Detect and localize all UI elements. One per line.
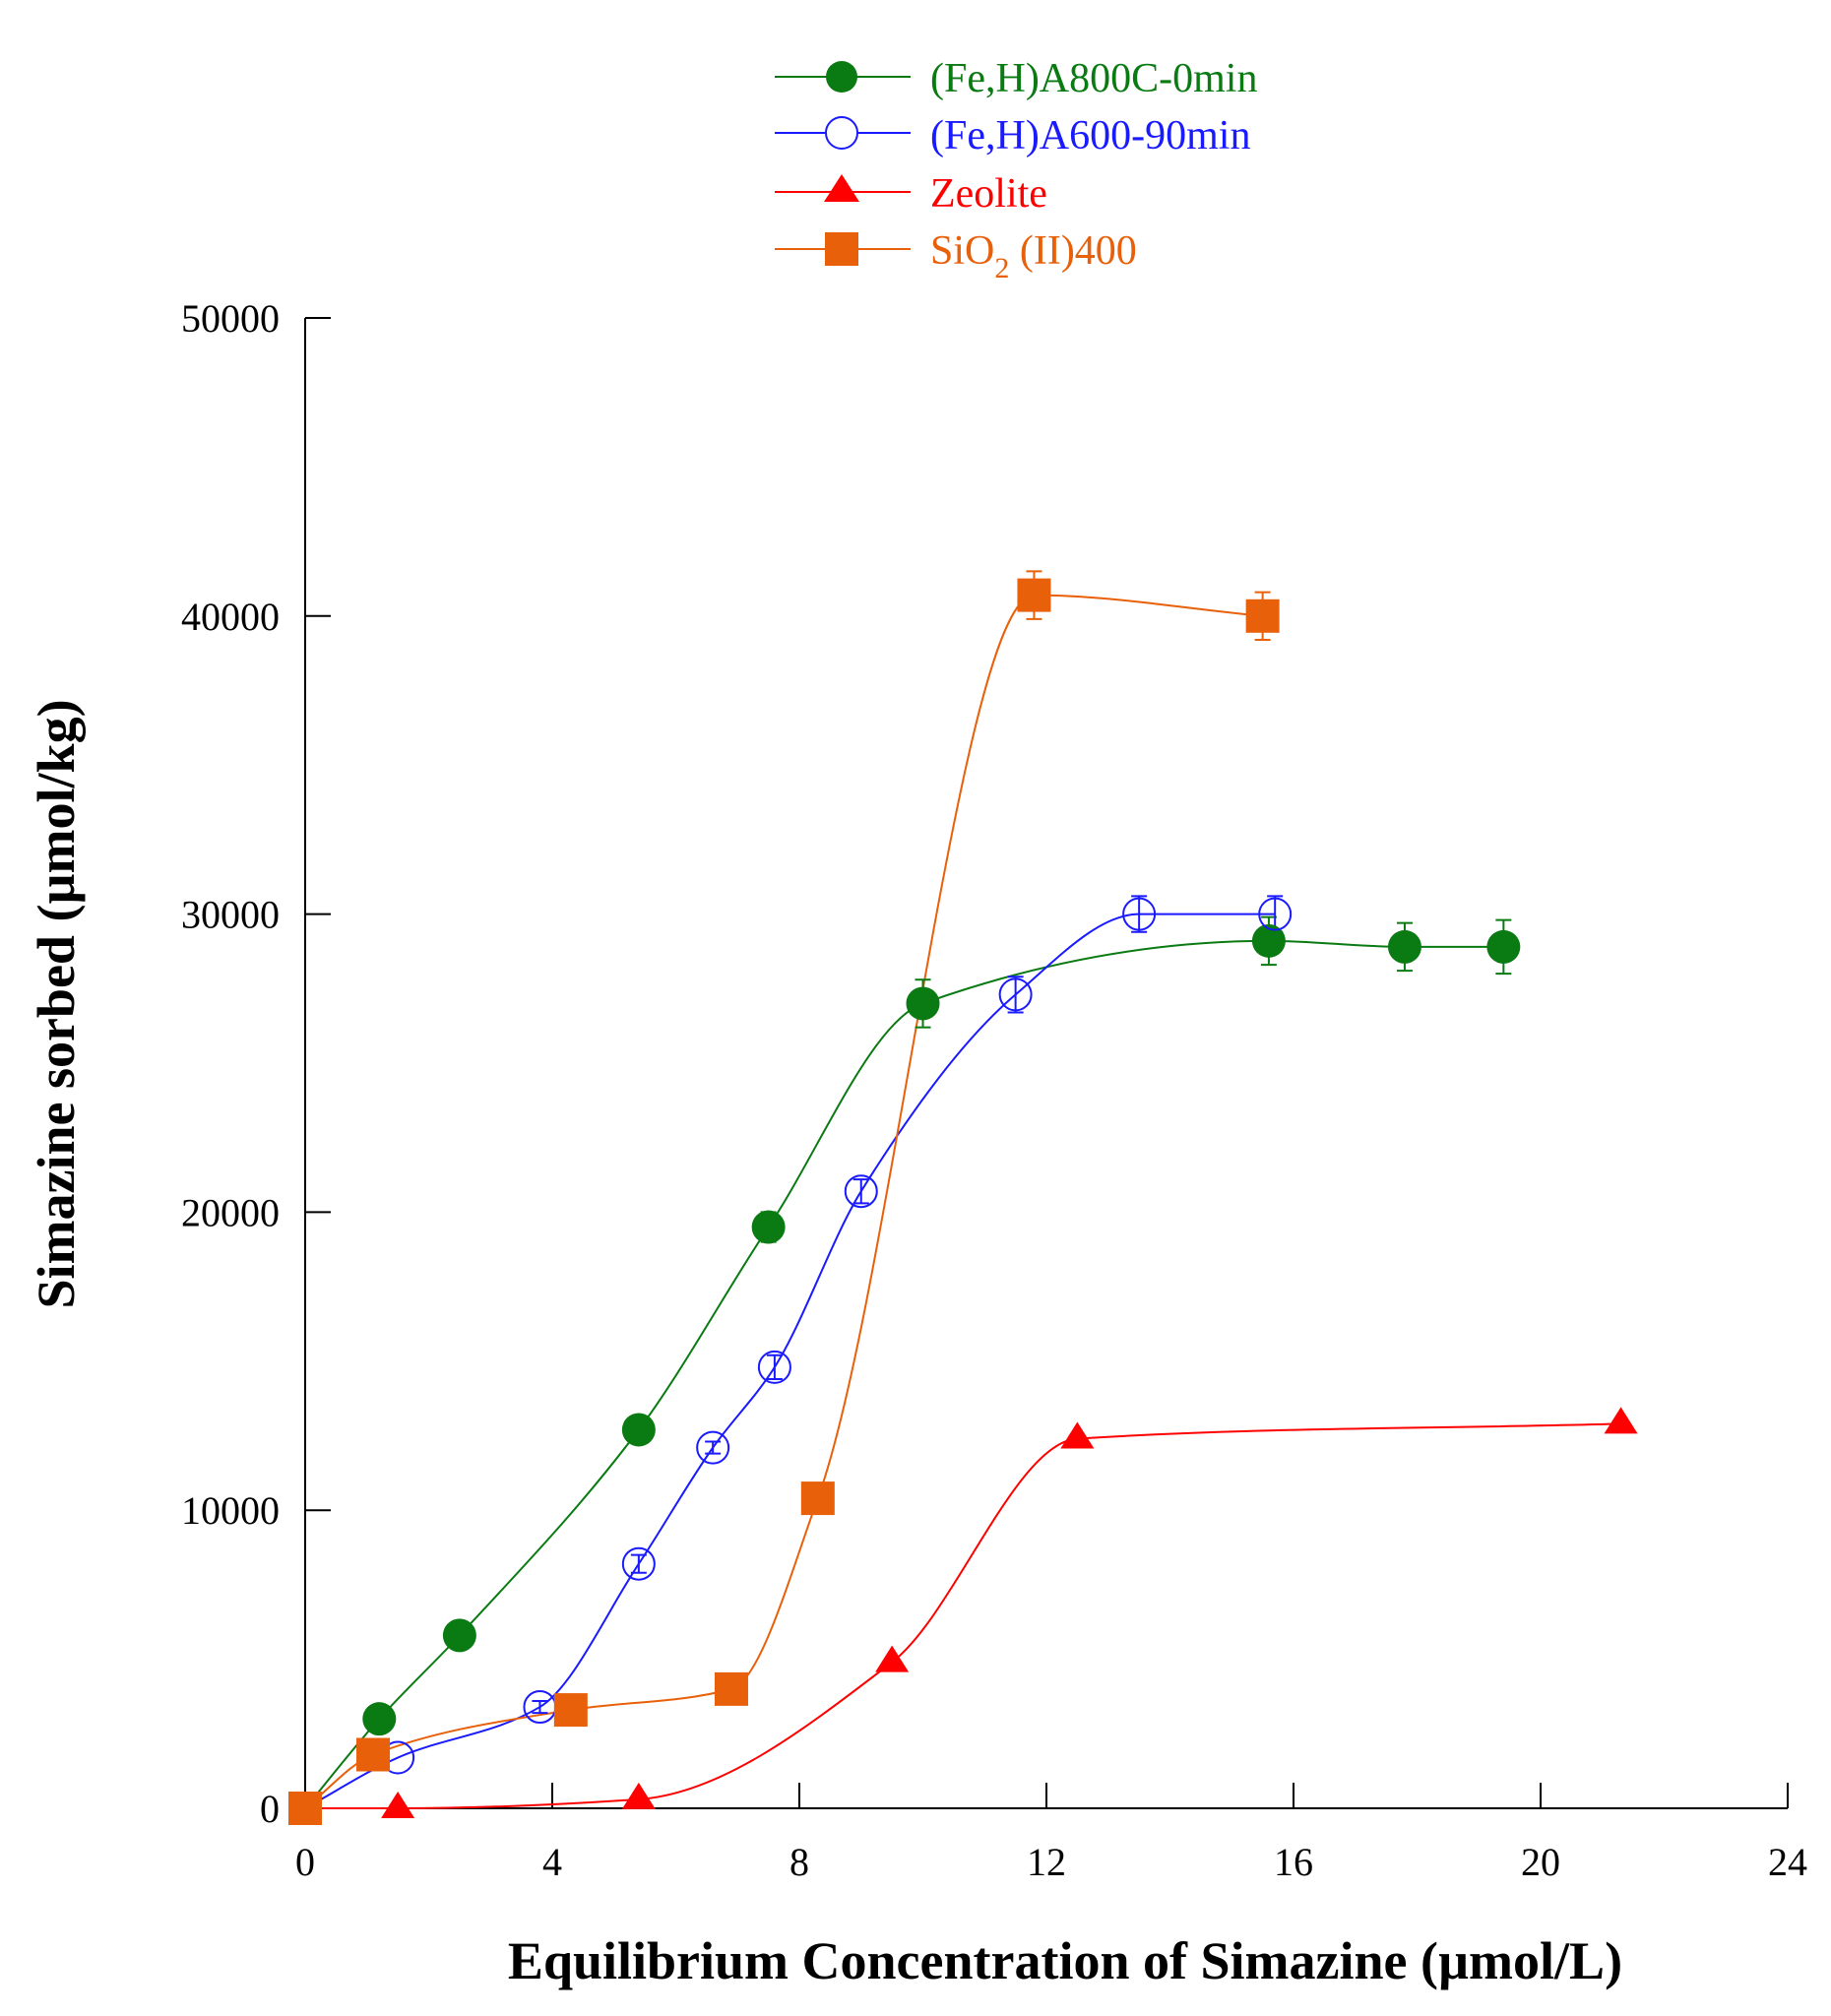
legend-label-3-main: SiO xyxy=(930,228,994,274)
legend-label-0: (Fe,H)A800C-0min xyxy=(930,56,1257,101)
error-bars xyxy=(532,570,1512,1715)
data-point-0 xyxy=(751,1210,786,1244)
data-point-3 xyxy=(553,1693,588,1728)
series-line-0 xyxy=(304,939,1504,1809)
series-markers xyxy=(288,578,1638,1825)
data-point-3 xyxy=(714,1671,748,1706)
data-point-3 xyxy=(1017,578,1051,612)
data-point-1 xyxy=(1122,897,1157,931)
legend-marker-filled-circle xyxy=(826,61,857,93)
y-tick-label: 0 xyxy=(260,1787,280,1831)
x-tick-label: 16 xyxy=(1274,1840,1313,1884)
data-point-0 xyxy=(621,1413,656,1447)
legend-label-3-rest: (II)400 xyxy=(1009,228,1136,274)
legend-label-3-sub: 2 xyxy=(994,252,1009,284)
legend-entry-sio2: SiO2 (II)400 xyxy=(775,228,1137,284)
x-tick-label: 4 xyxy=(542,1840,562,1884)
data-point-1 xyxy=(844,1174,878,1209)
x-tick-label: 24 xyxy=(1768,1840,1807,1884)
legend-entry-zeolite: Zeolite xyxy=(775,171,1047,217)
legend-marker-open-circle xyxy=(825,116,858,150)
x-tick-label: 20 xyxy=(1521,1840,1560,1884)
series-line-2 xyxy=(304,1422,1621,1810)
data-point-1 xyxy=(696,1430,730,1465)
data-point-3 xyxy=(800,1481,835,1516)
y-tick-label: 40000 xyxy=(181,595,280,639)
data-point-0 xyxy=(362,1702,397,1736)
data-point-0 xyxy=(1251,923,1286,958)
y-tick-label: 20000 xyxy=(181,1190,280,1234)
y-tick-label: 50000 xyxy=(181,296,280,341)
x-tick-label: 0 xyxy=(295,1840,315,1884)
data-point-2 xyxy=(621,1782,656,1809)
data-point-1 xyxy=(757,1350,791,1384)
x-tick-label: 8 xyxy=(789,1840,809,1884)
series-curves xyxy=(304,594,1621,1810)
legend-marker-filled-square xyxy=(825,232,858,266)
data-point-2 xyxy=(1060,1421,1095,1449)
x-ticks: 0 4 8 12 16 20 24 xyxy=(295,1783,1807,1884)
y-ticks: 0 10000 20000 30000 40000 50000 xyxy=(181,296,331,1831)
legend-entry-fe-h-a800c: (Fe,H)A800C-0min xyxy=(775,56,1257,101)
data-point-2 xyxy=(875,1645,910,1672)
data-point-1 xyxy=(621,1546,656,1581)
legend-entry-fe-h-a600: (Fe,H)A600-90min xyxy=(775,113,1250,158)
legend-label-3: SiO2 (II)400 xyxy=(930,228,1137,284)
data-point-0 xyxy=(1387,929,1421,964)
data-point-2 xyxy=(381,1792,415,1818)
y-tick-label: 30000 xyxy=(181,893,280,937)
y-tick-label: 10000 xyxy=(181,1488,280,1533)
legend-label-1: (Fe,H)A600-90min xyxy=(930,113,1250,158)
data-point-3 xyxy=(356,1737,391,1772)
data-point-0 xyxy=(906,986,940,1021)
x-axis-title: Equilibrium Concentration of Simazine (µ… xyxy=(508,1931,1622,1990)
x-tick-label: 12 xyxy=(1027,1840,1066,1884)
data-point-2 xyxy=(1604,1407,1638,1434)
axes xyxy=(304,318,1788,1809)
legend-label-2: Zeolite xyxy=(930,171,1047,217)
series-line-1 xyxy=(304,913,1276,1809)
data-point-0 xyxy=(1486,929,1521,964)
data-point-1 xyxy=(998,977,1033,1012)
data-point-3 xyxy=(288,1792,322,1825)
data-point-0 xyxy=(442,1618,476,1653)
legend: (Fe,H)A800C-0min (Fe,H)A600-90min Zeolit… xyxy=(775,56,1257,284)
legend-marker-filled-triangle xyxy=(824,174,859,202)
y-axis-title: Simazine sorbed (µmol/kg) xyxy=(27,699,86,1308)
data-point-1 xyxy=(1258,897,1293,931)
data-point-3 xyxy=(1245,598,1280,633)
